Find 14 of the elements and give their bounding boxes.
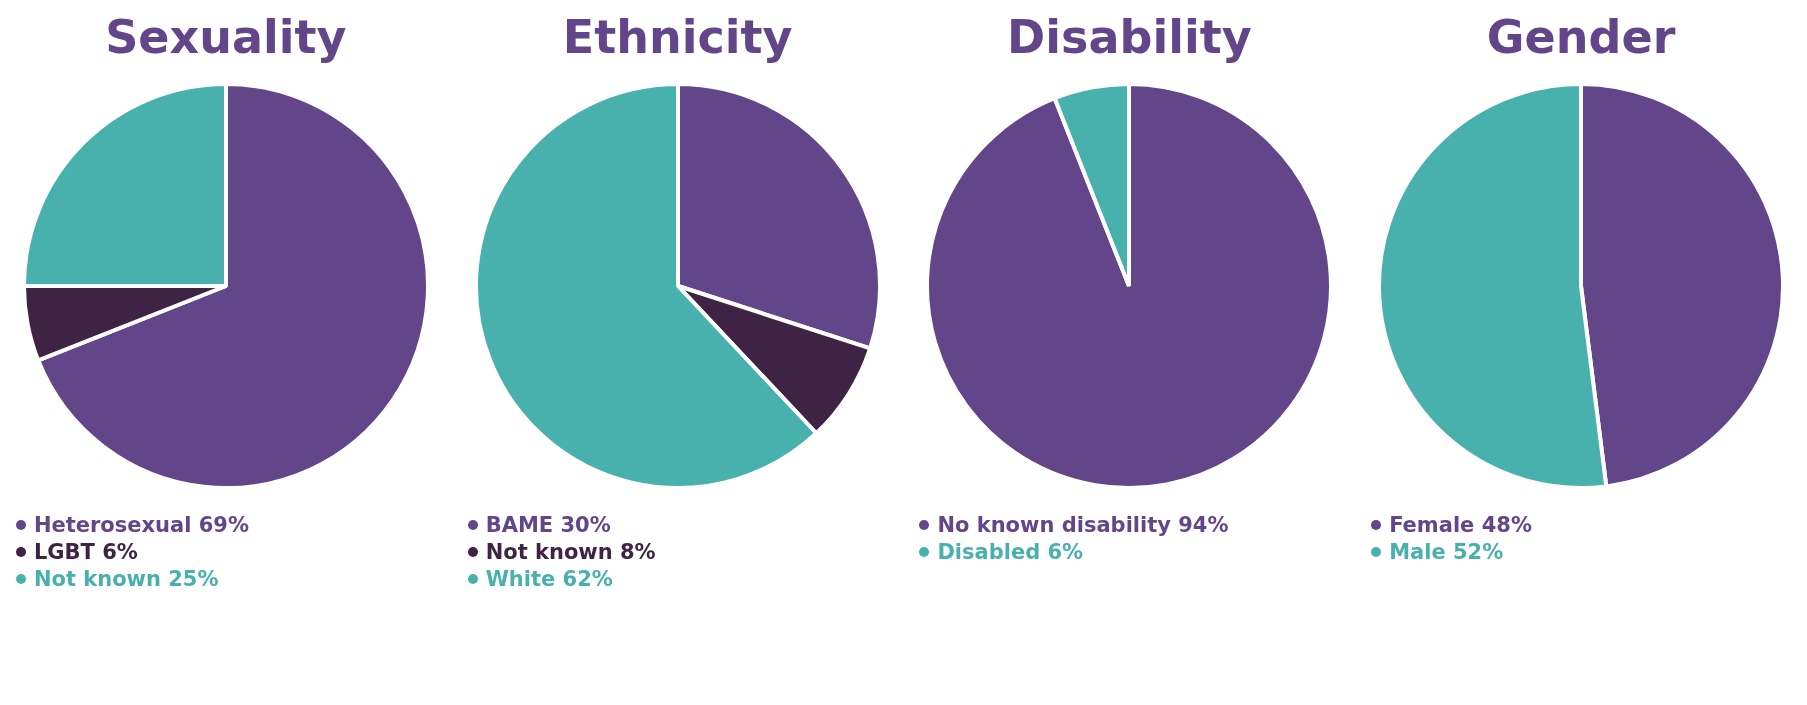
legend-label: BAME 30% [485, 513, 611, 537]
legend-label: Female 48% [1389, 513, 1532, 537]
legend-label: LGBT 6% [33, 540, 138, 564]
legend-label: Heterosexual 69% [33, 513, 249, 537]
legend-label: Disabled 6% [937, 540, 1084, 564]
chart-title: Sexuality [105, 10, 347, 64]
legend-label: No known disability 94% [937, 513, 1229, 537]
chart-title: Gender [1486, 10, 1676, 64]
legend-label: Not known 25% [33, 567, 219, 591]
chart-title: Ethnicity [562, 10, 793, 64]
legend-label: White 62% [485, 567, 613, 591]
legend-label: Not known 8% [485, 540, 656, 564]
legend-label: Male 52% [1389, 540, 1504, 564]
chart-title: Disability [1007, 10, 1252, 64]
